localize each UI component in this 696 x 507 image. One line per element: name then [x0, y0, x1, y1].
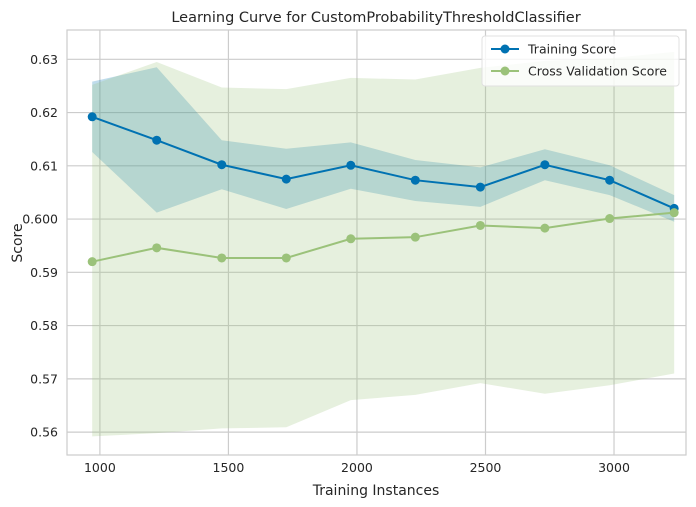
data-point	[410, 232, 420, 242]
data-point	[346, 234, 356, 244]
data-point	[87, 112, 97, 122]
y-tick-label: 0.59	[30, 265, 58, 280]
data-point	[152, 243, 162, 253]
y-tick-label: 0.63	[30, 52, 58, 67]
legend-box	[481, 35, 680, 87]
variance-band	[92, 51, 675, 437]
data-point	[540, 160, 550, 170]
x-tick-label: 1000	[84, 460, 116, 475]
x-tick-labels: 1000 1500 2000 2500 3000	[84, 460, 630, 475]
data-point	[475, 182, 485, 192]
data-point	[605, 175, 615, 185]
plot-border	[66, 29, 687, 456]
data-point	[410, 175, 420, 185]
variance-bands	[92, 51, 675, 437]
data-point	[540, 223, 550, 233]
y-tick-label: 0.62	[30, 105, 58, 120]
chart-title: Learning Curve for CustomProbabilityThre…	[171, 10, 580, 26]
grid-lines	[67, 30, 686, 455]
y-axis-label: Score	[10, 223, 26, 262]
legend: Training Score Cross Validation Score	[481, 35, 680, 87]
series-line	[91, 211, 675, 263]
y-tick-label: 0.58	[30, 318, 58, 333]
x-tick-label: 1500	[213, 460, 245, 475]
data-point	[281, 253, 291, 263]
plot-background	[67, 30, 686, 455]
data-point	[669, 208, 679, 218]
x-tick-label: 3000	[598, 460, 630, 475]
legend-marker	[500, 44, 510, 54]
data-point	[217, 253, 227, 263]
data-point	[605, 214, 615, 224]
legend-entry-label: Training Score	[527, 42, 617, 57]
data-point	[217, 160, 227, 170]
data-point	[152, 135, 162, 145]
plot-area	[67, 30, 686, 455]
x-tick-label: 2500	[470, 460, 502, 475]
plot-frame	[66, 29, 687, 456]
y-tick-label: 0.57	[30, 371, 58, 386]
data-point	[87, 257, 97, 267]
data-point	[346, 160, 356, 170]
x-axis-label: Training Instances	[312, 483, 440, 499]
series-line	[91, 115, 675, 210]
y-tick-label: 0.56	[30, 425, 58, 440]
x-tick-label: 2000	[341, 460, 373, 475]
data-point	[475, 220, 485, 230]
legend-marker	[500, 66, 510, 76]
variance-band	[92, 67, 675, 222]
series-lines	[91, 115, 675, 263]
legend-entry-label: Cross Validation Score	[528, 64, 667, 79]
data-point	[281, 174, 291, 184]
y-tick-label: 0.600	[22, 212, 58, 227]
y-tick-label: 0.61	[30, 158, 58, 173]
y-tick-labels: 0.56 0.57 0.58 0.59 0.600 0.61 0.62 0.63	[22, 52, 58, 440]
series-points	[87, 112, 679, 267]
